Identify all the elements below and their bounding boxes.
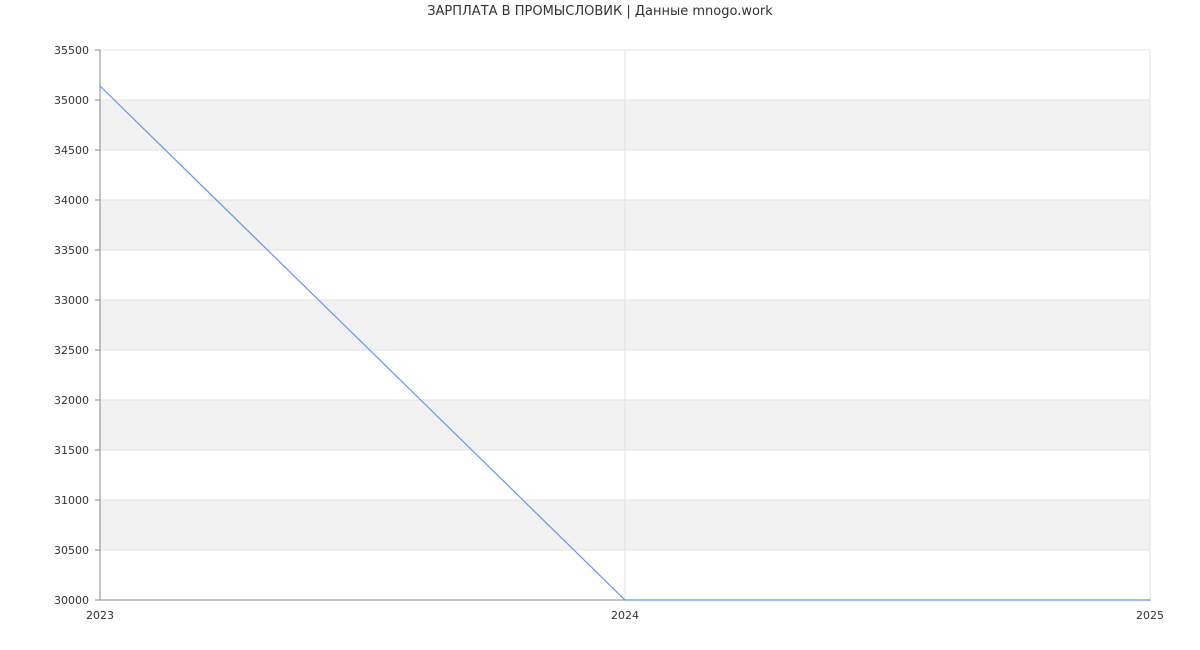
y-tick-label: 33000 [54,294,89,307]
x-tick-label: 2024 [611,609,639,622]
y-tick-label: 33500 [54,244,89,257]
chart-title: ЗАРПЛАТА В ПРОМЫСЛОВИК | Данные mnogo.wo… [427,4,773,19]
y-tick-label: 35500 [54,44,89,57]
data-point [1149,599,1151,601]
y-tick-label: 32000 [54,394,89,407]
y-tick-label: 31000 [54,494,89,507]
y-tick-label: 34500 [54,144,89,157]
data-point [624,599,626,601]
y-tick-label: 30500 [54,544,89,557]
y-tick-label: 30000 [54,594,89,607]
y-tick-label: 35000 [54,94,89,107]
x-tick-label: 2025 [1136,609,1164,622]
x-tick-label: 2023 [86,609,114,622]
y-tick-label: 31500 [54,444,89,457]
y-tick-label: 32500 [54,344,89,357]
y-tick-label: 34000 [54,194,89,207]
data-point [99,85,101,87]
